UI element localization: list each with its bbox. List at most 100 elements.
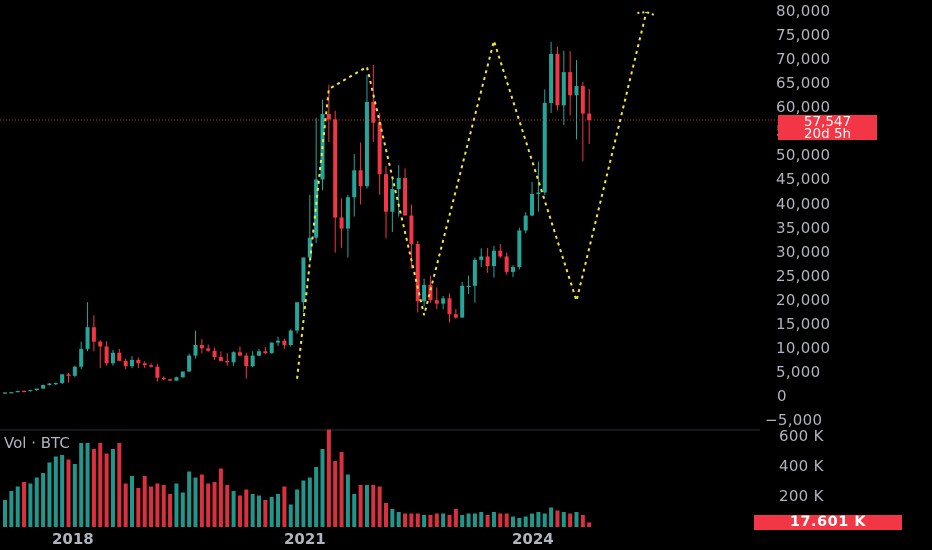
- volume-bar: [53, 456, 58, 527]
- price-tick-label: 50,000: [776, 146, 831, 165]
- volume-bar: [555, 510, 560, 527]
- candle-body: [587, 113, 592, 121]
- candle-body: [358, 170, 363, 187]
- volume-bar: [314, 467, 319, 527]
- candle-body: [22, 390, 27, 393]
- volume-bar: [498, 513, 503, 527]
- candle-body: [282, 340, 287, 346]
- volume-bar: [28, 483, 33, 527]
- volume-bar: [161, 485, 166, 527]
- volume-bar: [91, 449, 96, 527]
- volume-bar: [358, 485, 363, 527]
- candle-body: [364, 101, 369, 187]
- volume-bar: [187, 471, 192, 527]
- volume-bar: [142, 476, 147, 527]
- price-tick-label: 5,000: [776, 362, 821, 381]
- volume-bar: [79, 443, 84, 527]
- volume-bar: [580, 515, 585, 527]
- candle-body: [72, 366, 77, 376]
- volume-bar: [237, 495, 242, 527]
- volume-bar: [72, 464, 77, 527]
- candle-body: [53, 383, 58, 385]
- candle-body: [104, 346, 109, 364]
- candle-body: [384, 174, 388, 212]
- volume-bar: [295, 489, 300, 527]
- volume-bar: [447, 515, 452, 527]
- volume-bar: [199, 474, 204, 527]
- volume-bar: [574, 512, 579, 527]
- price-tick-label: 65,000: [776, 74, 831, 93]
- volume-bar: [244, 489, 249, 527]
- candle-body: [555, 53, 560, 106]
- volume-bar: [422, 515, 427, 527]
- price-tick-label: 40,000: [776, 194, 831, 213]
- volume-bar: [542, 513, 547, 527]
- candle-body: [441, 298, 446, 304]
- time-tick-label: 2021: [284, 530, 326, 548]
- candle-body: [168, 379, 173, 381]
- volume-bar: [60, 455, 65, 527]
- candle-body: [447, 298, 452, 315]
- candle-body: [434, 300, 439, 304]
- volume-bar: [269, 497, 274, 527]
- price-tick-label: 15,000: [776, 314, 831, 333]
- candle-body: [352, 170, 357, 198]
- candle-body: [326, 114, 331, 120]
- candle-body: [180, 371, 185, 378]
- candle-body: [409, 215, 414, 244]
- last-price-value: 57,547: [803, 114, 852, 130]
- candle-body: [66, 374, 71, 376]
- candle-body: [466, 285, 471, 288]
- volume-bar: [466, 513, 471, 527]
- volume-bar: [479, 512, 484, 527]
- candle-body: [314, 179, 319, 238]
- candle-body: [237, 352, 242, 356]
- price-tick-label: 45,000: [776, 170, 831, 189]
- volume-bar: [250, 494, 255, 527]
- candle-body: [580, 86, 585, 114]
- price-tick-label: 25,000: [776, 266, 831, 285]
- volume-bar: [136, 488, 141, 527]
- candle-body: [345, 197, 350, 229]
- candle-body: [149, 365, 154, 367]
- volume-tick-label: 400 K: [779, 457, 824, 475]
- volume-bar: [301, 480, 306, 527]
- candle-body: [225, 360, 230, 363]
- volume-bar: [168, 494, 173, 527]
- candle-body: [422, 284, 427, 302]
- candle-body: [542, 102, 547, 193]
- volume-bar: [485, 515, 490, 527]
- candle-body: [231, 352, 236, 363]
- volume-bar: [491, 512, 496, 527]
- candle-body: [307, 237, 312, 258]
- candle-body: [339, 217, 344, 229]
- candle-body: [117, 352, 122, 361]
- candle-body: [199, 345, 204, 349]
- candle-body: [288, 330, 293, 346]
- candle-body: [403, 178, 408, 216]
- volume-bar: [339, 452, 344, 527]
- candle-body: [549, 53, 554, 103]
- volume-bar: [85, 443, 90, 527]
- volume-bar: [504, 513, 509, 527]
- candle-body: [193, 345, 198, 356]
- price-tick-label: 35,000: [776, 218, 831, 237]
- candle-body: [9, 392, 14, 394]
- candle-body: [123, 360, 128, 367]
- price-tick-label: −5,000: [765, 411, 823, 430]
- price-tick-label: 0: [777, 387, 787, 405]
- volume-bar: [123, 483, 128, 527]
- volume-tick-label: 200 K: [779, 487, 824, 505]
- volume-bar: [41, 473, 46, 527]
- volume-bar: [536, 512, 541, 527]
- candle-body: [371, 101, 376, 123]
- volume-bar: [434, 513, 439, 527]
- volume-bar: [384, 503, 388, 527]
- volume-bar: [15, 486, 20, 527]
- candle-body: [257, 351, 261, 356]
- candle-body: [523, 215, 528, 231]
- candle-body: [472, 259, 477, 286]
- volume-bar: [110, 449, 115, 527]
